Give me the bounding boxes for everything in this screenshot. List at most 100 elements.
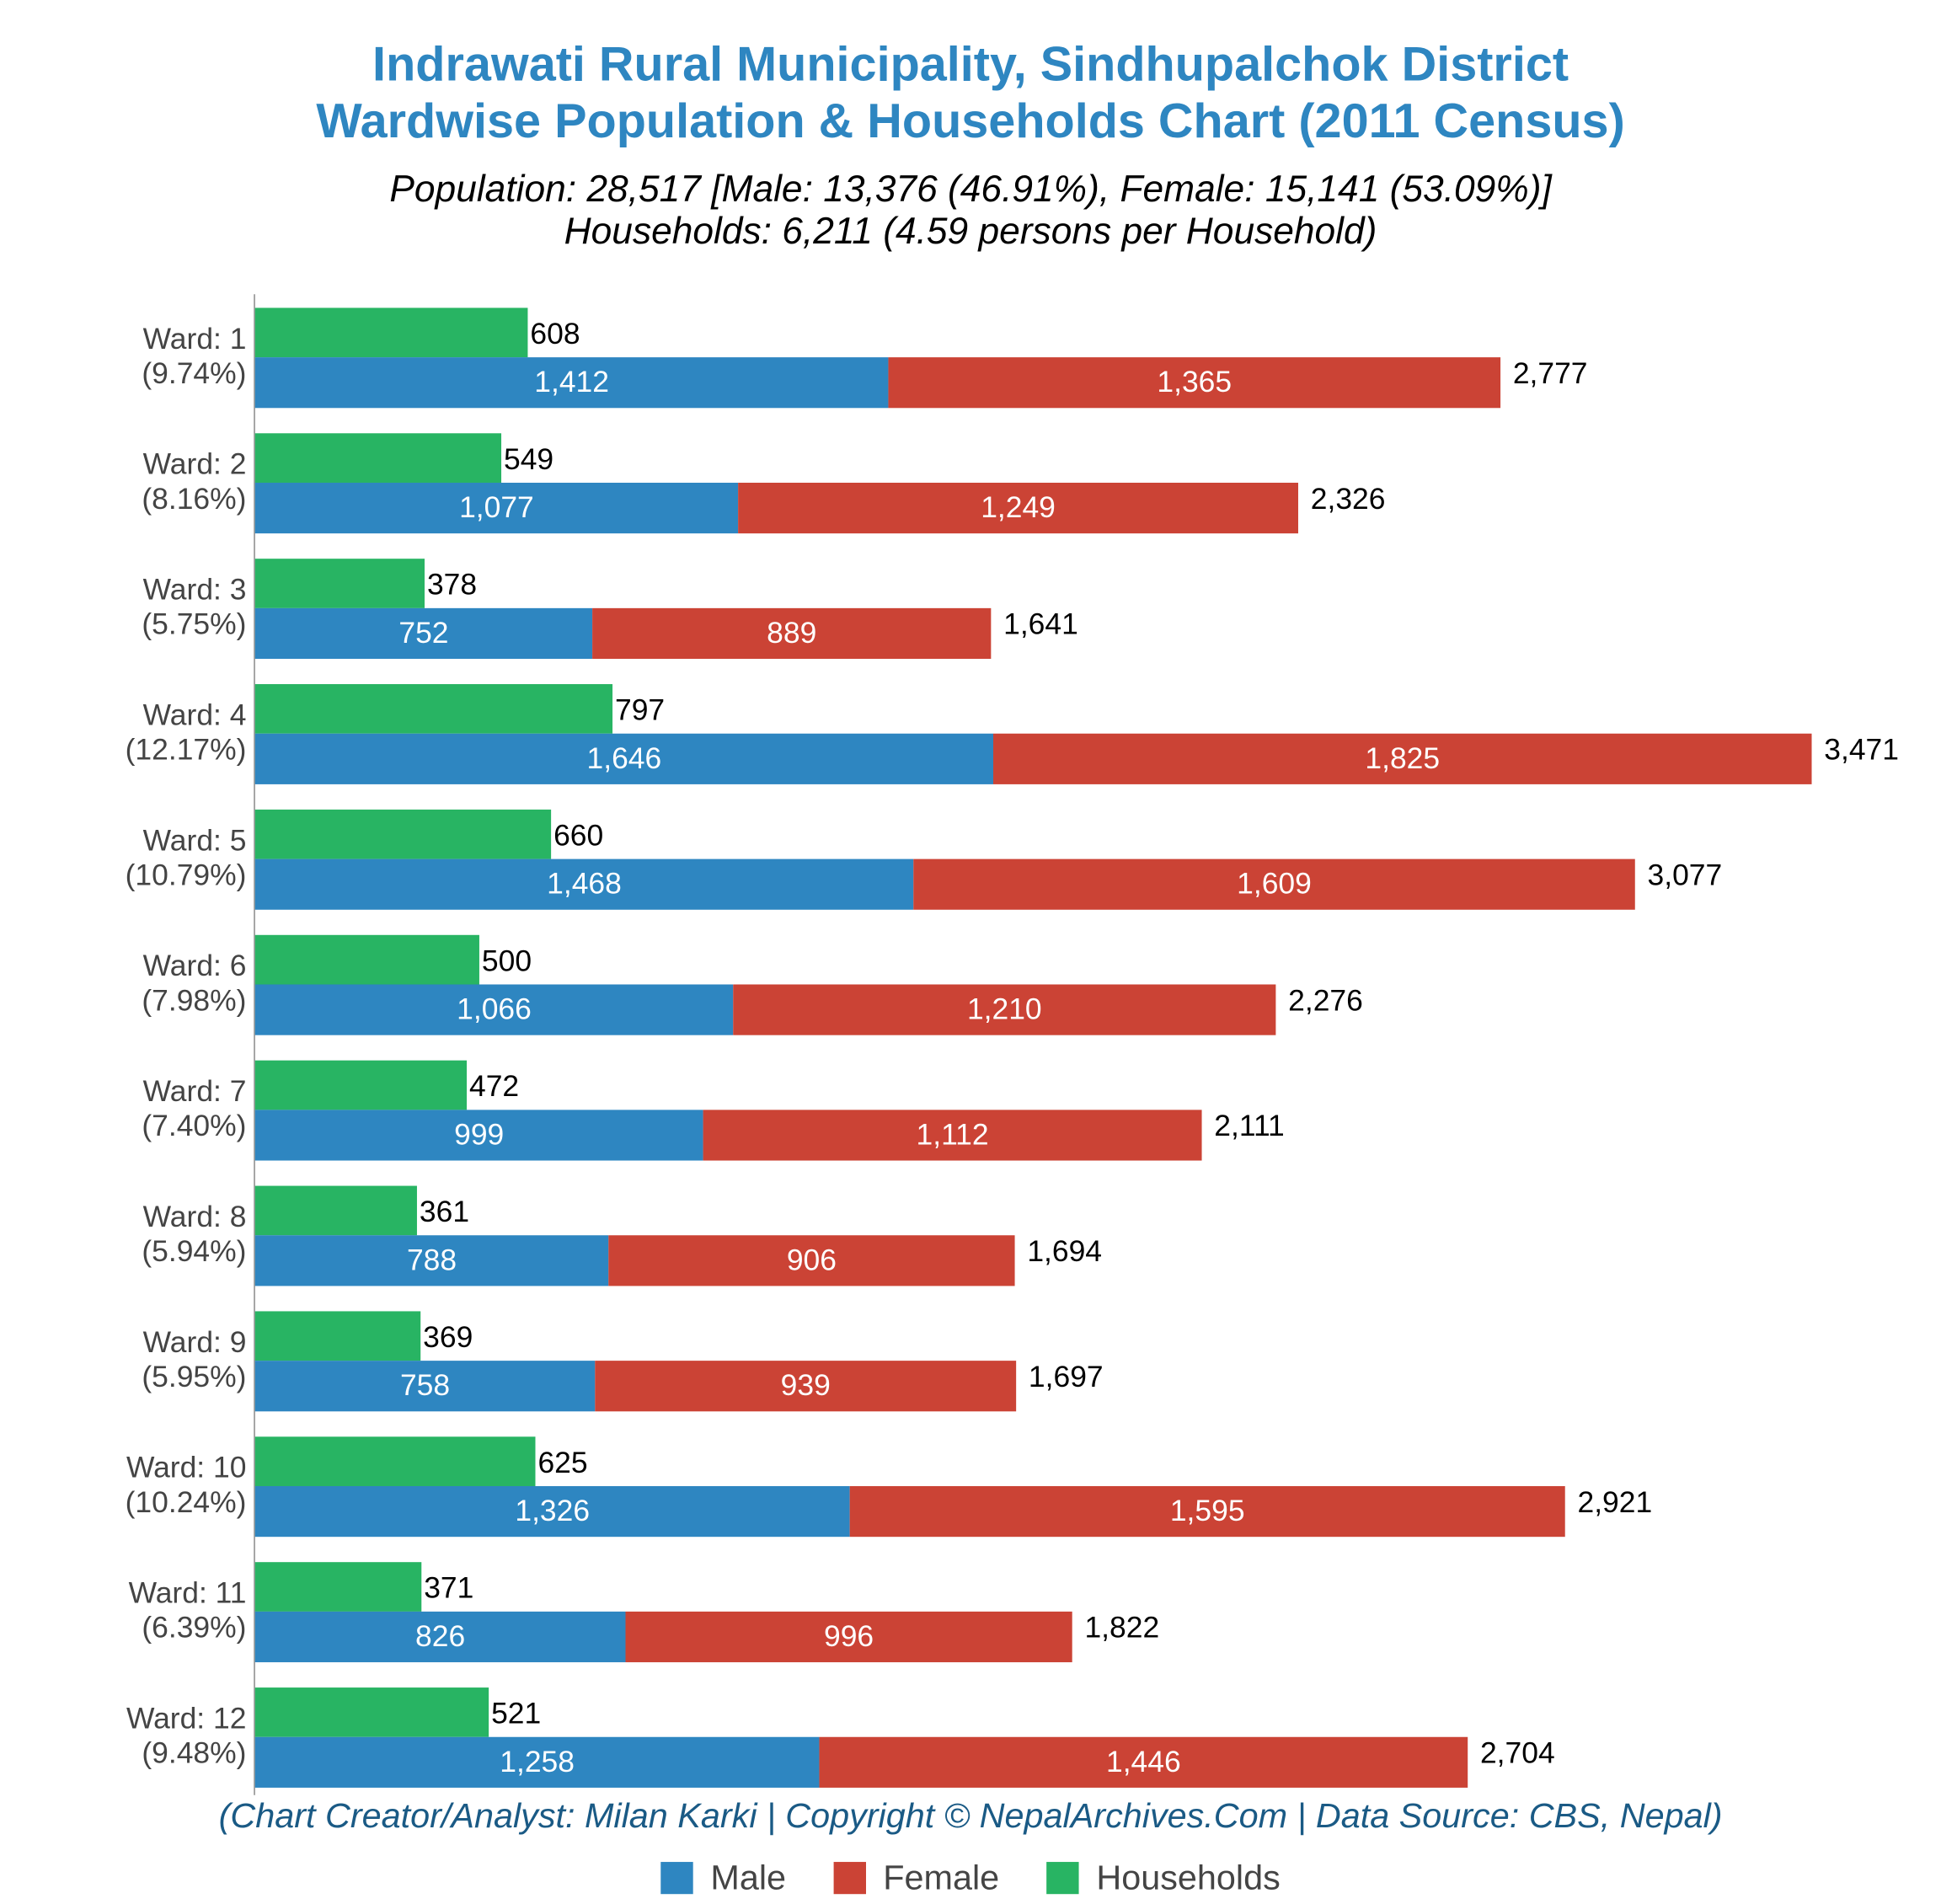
label-households: 361 [420, 1195, 469, 1228]
bar-households [254, 433, 502, 483]
legend-item-households: Households [1046, 1859, 1281, 1898]
label-total: 3,471 [1824, 734, 1899, 767]
category-percent: (6.39%) [142, 1612, 246, 1645]
category-percent: (10.24%) [126, 1486, 247, 1519]
category-label: Ward: 9 [143, 1326, 247, 1359]
label-total: 2,326 [1311, 483, 1386, 516]
label-male: 1,258 [500, 1746, 575, 1778]
bar-female [993, 733, 1812, 784]
label-total: 2,111 [1214, 1110, 1284, 1142]
label-households: 472 [469, 1070, 519, 1103]
bar-male [254, 984, 734, 1035]
legend: Male Female Households [0, 1859, 1941, 1898]
legend-swatch-households [1046, 1862, 1079, 1895]
category-percent: (5.95%) [142, 1361, 246, 1393]
label-households: 625 [537, 1447, 587, 1479]
category-percent: (9.48%) [142, 1737, 246, 1770]
label-female: 996 [824, 1620, 874, 1653]
bar-households [254, 1311, 421, 1361]
label-households: 369 [423, 1321, 473, 1354]
label-female: 939 [781, 1369, 831, 1402]
category-label: Ward: 5 [143, 824, 247, 857]
bar-male [254, 607, 593, 660]
bar-male [254, 1110, 703, 1161]
label-households: 371 [424, 1572, 473, 1605]
category-label: Ward: 4 [143, 699, 247, 732]
legend-label: Male [710, 1858, 787, 1897]
bar-households [254, 684, 613, 734]
label-male: 758 [400, 1369, 450, 1402]
label-households: 500 [482, 944, 532, 977]
label-male: 1,468 [547, 868, 622, 901]
category-label: Ward: 10 [126, 1452, 246, 1484]
category-label: Ward: 2 [143, 448, 247, 481]
bar-male [254, 1611, 626, 1663]
bar-households [254, 1436, 536, 1487]
label-male: 999 [454, 1119, 504, 1152]
category-percent: (5.94%) [142, 1235, 246, 1268]
bar-households [254, 1687, 489, 1737]
bar-female [733, 984, 1276, 1035]
bar-male [254, 1486, 850, 1538]
label-total: 2,777 [1513, 357, 1588, 390]
chart-footer: (Chart Creator/Analyst: Milan Karki | Co… [218, 1796, 1723, 1835]
category-percent: (8.16%) [142, 483, 246, 516]
category-percent: (9.74%) [142, 357, 246, 390]
label-male: 1,326 [515, 1495, 590, 1527]
category-label: Ward: 1 [143, 323, 247, 356]
bar-female [595, 1361, 1017, 1412]
label-male: 1,077 [459, 491, 534, 524]
bar-female [738, 482, 1298, 534]
bar-female [608, 1235, 1015, 1286]
bar-male [254, 1736, 820, 1788]
bar-female [625, 1611, 1072, 1663]
bar-male [254, 858, 914, 910]
bar-households [254, 1562, 422, 1612]
label-female: 1,595 [1170, 1495, 1245, 1527]
bar-female [703, 1110, 1202, 1161]
label-total: 2,704 [1480, 1737, 1555, 1770]
legend-swatch-male [660, 1862, 693, 1895]
label-male: 826 [415, 1620, 465, 1653]
category-label: Ward: 11 [129, 1577, 247, 1610]
label-male: 788 [407, 1243, 457, 1276]
category-percent: (12.17%) [126, 734, 247, 767]
label-male: 1,066 [457, 993, 532, 1026]
legend-item-male: Male [660, 1859, 786, 1898]
chart-subtitle-line2: Households: 6,211 (4.59 persons per Hous… [564, 211, 1377, 253]
label-female: 1,825 [1365, 742, 1440, 775]
legend-item-female: Female [833, 1859, 999, 1898]
label-total: 2,921 [1577, 1486, 1652, 1519]
category-percent: (5.75%) [142, 608, 246, 641]
bar-male [254, 1235, 609, 1286]
bar-male [254, 357, 889, 409]
bar-male [254, 482, 739, 534]
label-total: 3,077 [1648, 859, 1723, 892]
bar-households [254, 559, 425, 608]
label-households: 797 [615, 694, 665, 727]
category-label: Ward: 3 [143, 574, 247, 607]
legend-swatch-female [833, 1862, 866, 1895]
category-label: Ward: 6 [143, 949, 247, 982]
bar-households [254, 1185, 417, 1236]
label-female: 1,446 [1106, 1746, 1181, 1778]
label-male: 1,646 [587, 742, 662, 775]
category-percent: (10.79%) [126, 859, 247, 892]
label-male: 752 [398, 617, 448, 650]
label-female: 906 [787, 1243, 837, 1276]
bar-female [888, 357, 1501, 409]
label-households: 608 [530, 318, 580, 350]
label-female: 1,365 [1157, 366, 1232, 398]
bar-female [913, 858, 1635, 910]
label-total: 1,641 [1003, 608, 1078, 641]
label-male: 1,412 [534, 366, 609, 398]
bar-households [254, 308, 528, 358]
label-households: 378 [427, 569, 477, 602]
category-label: Ward: 12 [126, 1703, 246, 1736]
bar-female [592, 607, 992, 660]
bar-female [849, 1486, 1565, 1538]
label-female: 889 [767, 617, 816, 650]
label-female: 1,609 [1237, 868, 1312, 901]
